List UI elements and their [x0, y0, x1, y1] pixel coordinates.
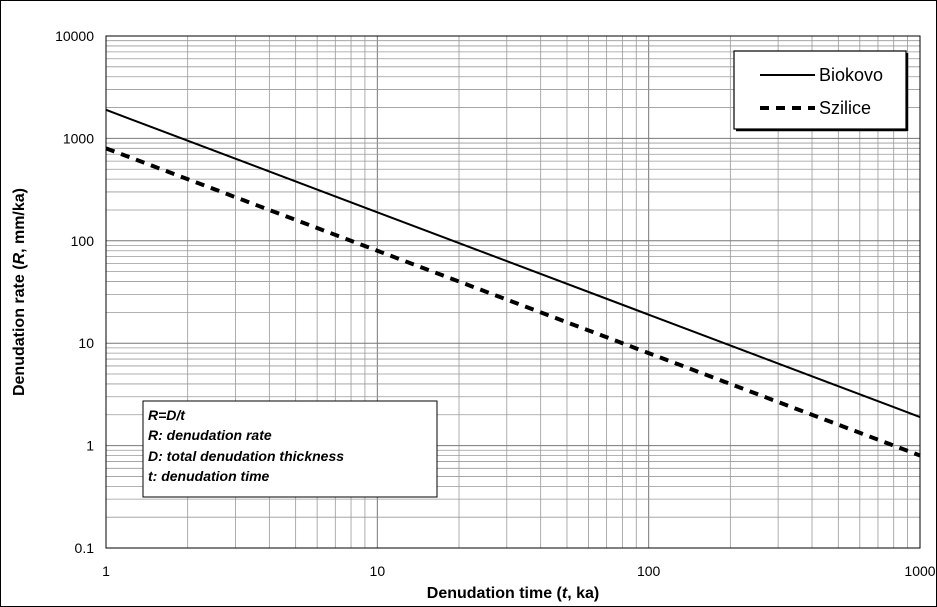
annotation-box [142, 400, 438, 498]
legend-box [733, 50, 907, 130]
legend-label-biokovo: Biokovo [819, 65, 883, 85]
annotation-line: D: total denudation thickness [148, 448, 344, 464]
y-tick-label: 0.1 [75, 540, 95, 556]
y-axis-title: Denudation rate (R, mm/ka) [11, 188, 28, 396]
annotation-line: t: denudation time [148, 468, 270, 484]
legend-label-szilice: Szilice [819, 98, 871, 118]
x-axis-title: Denudation time (t, ka) [427, 585, 599, 602]
series-layer [105, 108, 921, 458]
annotation-line: R=D/t [148, 407, 186, 423]
annotation-line: R: denudation rate [148, 427, 272, 443]
series-line-biokovo [105, 108, 921, 418]
legend: Biokovo Szilice [733, 50, 909, 132]
x-tick-label: 1 [102, 563, 110, 579]
tick-labels: 1 10 100 1000 0.1 1 10 100 1000 10000 [55, 28, 936, 579]
formula-annotation: R=D/t R: denudation rate D: total denuda… [142, 400, 438, 498]
y-tick-label: 10 [78, 335, 94, 351]
x-tick-label: 10 [370, 563, 386, 579]
x-tick-label: 100 [637, 563, 661, 579]
y-tick-label: 1 [86, 438, 94, 454]
y-tick-label: 10000 [55, 28, 94, 44]
plot-border [105, 35, 921, 549]
y-tick-label: 1000 [63, 130, 94, 146]
series-line-szilice [105, 146, 921, 458]
x-tick-label: 1000 [904, 563, 935, 579]
y-tick-label: 100 [71, 233, 95, 249]
